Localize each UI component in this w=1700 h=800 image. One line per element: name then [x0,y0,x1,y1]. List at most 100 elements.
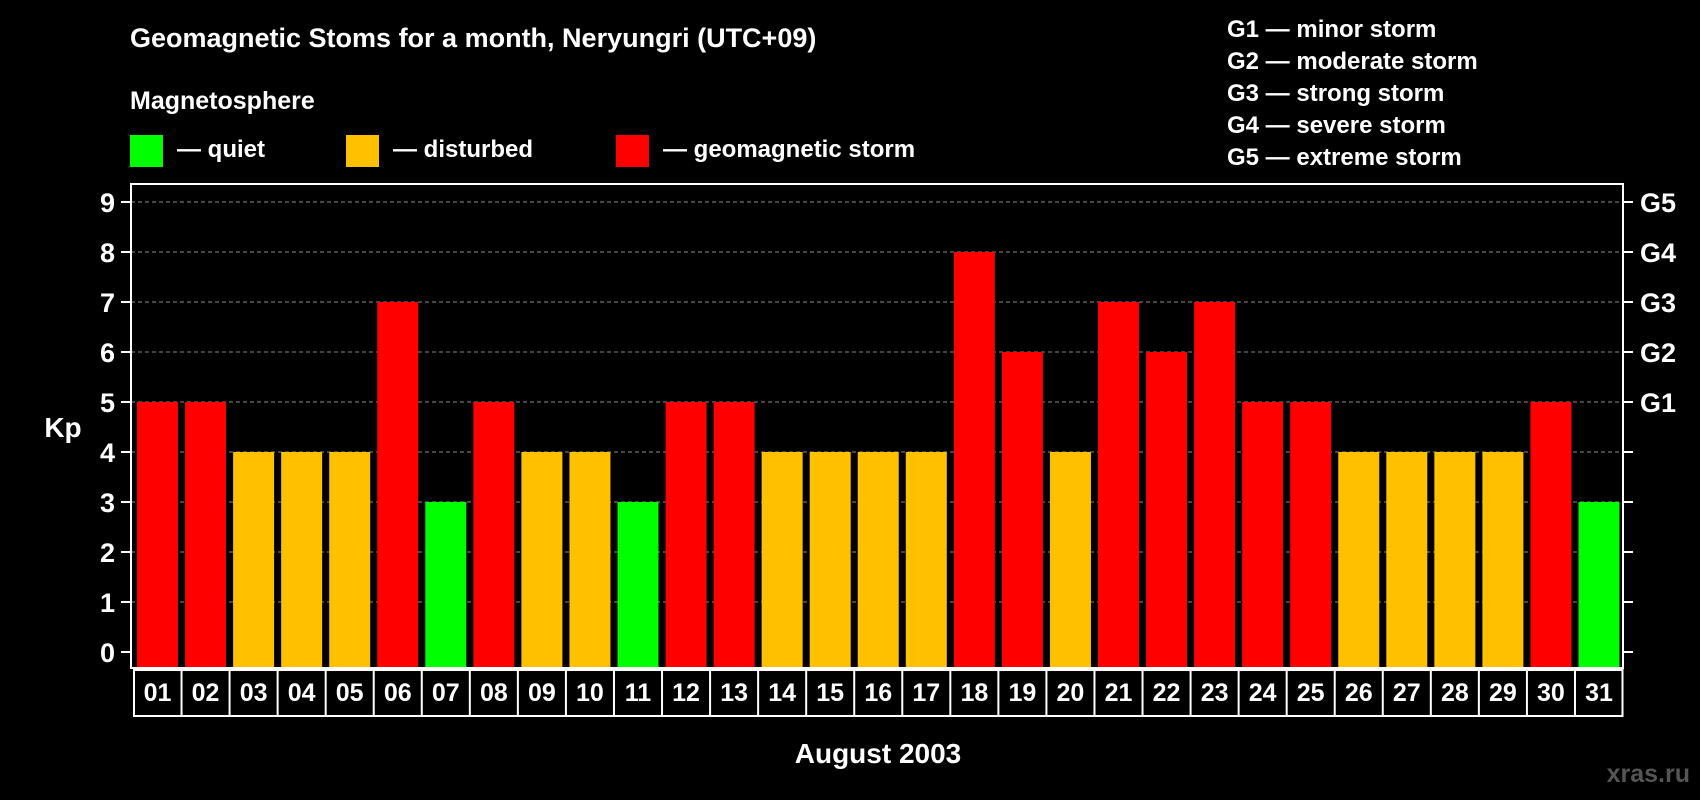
y-tick-label: 4 [100,438,115,468]
x-tick-label: 23 [1201,679,1229,707]
y-tick-label: 6 [100,338,115,368]
x-tick-label: 13 [720,679,748,707]
bar-17 [905,452,947,668]
x-tick-label: 17 [912,679,940,707]
bar-15 [809,452,851,668]
storm-scale-g2: G2 — moderate storm [1227,48,1478,75]
bar-23 [1194,302,1236,668]
bar-03 [233,452,275,668]
bar-06 [377,302,419,668]
bar-31 [1578,502,1620,668]
bar-07 [425,502,467,668]
bar-04 [281,452,323,668]
x-tick-label: 16 [864,679,892,707]
legend-swatch-storm [616,135,649,167]
x-tick-label: 28 [1441,679,1469,707]
x-tick-label: 30 [1537,679,1565,707]
category-box [133,669,1624,717]
bar-02 [185,402,227,668]
x-tick-label: 29 [1489,679,1517,707]
storm-scale-g3: G3 — strong storm [1227,80,1444,107]
x-tick-label: 12 [672,679,700,707]
storm-scale-key: G1 — minor storm G2 — moderate storm G3 … [1227,16,1478,171]
x-axis-label: August 2003 [795,738,962,769]
y-tick-label: 8 [100,238,115,268]
bar-24 [1242,402,1284,668]
legend-heading: Magnetosphere [130,87,315,115]
legend: — quiet — disturbed — geomagnetic storm [130,135,915,167]
x-tick-label: 10 [576,679,604,707]
bar-18 [953,252,995,668]
x-tick-label: 08 [480,679,508,707]
x-axis: 01 02 03 04 05 06 07 08 09 10 11 12 13 14 15 16 17 18 19 20… [133,669,1624,717]
legend-label-quiet: — quiet [177,136,265,163]
y-tick-label: 0 [100,638,115,668]
bar-05 [329,452,371,668]
x-tick-label: 24 [1249,679,1277,707]
right-axis-label: G1 [1640,388,1676,418]
x-tick-label: 05 [336,679,364,707]
x-tick-label: 01 [144,679,172,707]
bar-10 [569,452,611,668]
bar-19 [1001,352,1043,668]
bar-25 [1290,402,1332,668]
bar-20 [1049,452,1091,668]
storm-scale-g1: G1 — minor storm [1227,16,1436,43]
bar-08 [473,402,515,668]
x-tick-label: 26 [1345,679,1373,707]
y-tick-label: 2 [100,538,115,568]
y-axis-label: Kp [44,412,81,443]
x-tick-label: 19 [1008,679,1036,707]
bar-28 [1434,452,1476,668]
x-tick-label: 11 [625,679,652,707]
bar-11 [617,502,659,668]
storm-scale-g5: G5 — extreme storm [1227,144,1462,171]
x-tick-label: 14 [768,679,796,707]
x-tick-label: 20 [1057,679,1085,707]
x-tick-label: 06 [384,679,412,707]
legend-swatch-disturbed [346,135,379,167]
bar-26 [1338,452,1380,668]
x-tick-label: 22 [1153,679,1181,707]
y-tick-label: 9 [100,188,115,218]
x-tick-label: 18 [960,679,988,707]
x-tick-label: 31 [1585,679,1613,707]
x-tick-label: 09 [528,679,556,707]
right-axis-label: G2 [1640,338,1676,368]
bar-09 [521,452,563,668]
bar-12 [665,402,707,668]
plot-frame [130,183,1624,669]
bars [137,252,1620,668]
right-axis-label: G3 [1640,288,1676,318]
x-tick-label: 04 [288,679,316,707]
y-tick-label: 5 [100,388,115,418]
x-tick-label: 15 [816,679,844,707]
legend-label-disturbed: — disturbed [393,136,533,163]
legend-swatch-quiet [130,135,163,167]
bar-14 [761,452,803,668]
y-tick-label: 1 [100,588,115,618]
chart-title: Geomagnetic Stoms for a month, Neryungri… [130,23,816,53]
y-tick-label: 7 [100,288,115,318]
bar-30 [1530,402,1572,668]
right-axis: G1 G2 G3 G4 G5 [1623,188,1676,653]
storm-scale-g4: G4 — severe storm [1227,112,1446,139]
y-axis: 0 1 2 3 4 5 6 7 8 9 [100,188,131,668]
x-tick-label: 07 [432,679,460,707]
watermark: xras.ru [1607,760,1690,788]
legend-label-storm: — geomagnetic storm [663,136,915,163]
right-axis-label: G4 [1640,238,1676,268]
bar-13 [713,402,755,668]
bar-21 [1098,302,1139,668]
bar-22 [1146,352,1188,668]
x-tick-label: 02 [192,679,220,707]
y-tick-label: 3 [100,488,115,518]
right-axis-label: G5 [1640,188,1676,218]
x-tick-label: 21 [1105,679,1133,707]
bar-27 [1386,452,1428,668]
bar-29 [1482,452,1524,668]
bar-01 [137,402,178,668]
bar-16 [857,452,899,668]
x-tick-label: 25 [1297,679,1325,707]
